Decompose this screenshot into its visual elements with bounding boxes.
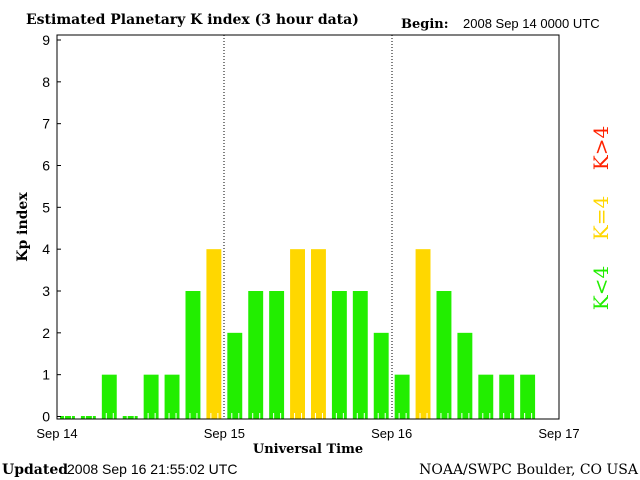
kp-bar (101, 374, 117, 419)
begin-label: Begin: (401, 17, 449, 32)
plot-frame (56, 34, 560, 420)
x-tick-label: Sep 16 (371, 426, 412, 441)
kp-bar (436, 291, 452, 419)
x-axis-label: Universal Time (253, 442, 363, 457)
kp-bar (164, 374, 180, 419)
kp-bar (80, 416, 96, 419)
y-tick-label: 6 (42, 158, 50, 174)
legend-entry: K=4 (589, 196, 613, 240)
kp-bar (373, 332, 389, 419)
kp-bar (227, 332, 243, 419)
x-tick-label: Sep 14 (36, 426, 77, 441)
y-tick-label: 7 (42, 116, 50, 132)
y-axis-label: Kp index (15, 192, 31, 262)
updated-value: 2008 Sep 16 21:55:02 UTC (67, 461, 237, 477)
kp-bar (248, 291, 264, 419)
kp-bar (311, 249, 326, 419)
y-tick-label: 0 (42, 409, 50, 425)
kp-bar (394, 374, 410, 419)
chart-title: Estimated Planetary K index (3 hour data… (26, 12, 359, 28)
source-credit: NOAA/SWPC Boulder, CO USA (419, 462, 639, 478)
y-tick-label: 4 (42, 241, 50, 257)
begin-value: 2008 Sep 14 0000 UTC (463, 16, 600, 31)
kp-bar (206, 249, 222, 419)
y-tick-label: 5 (42, 199, 50, 215)
kp-bar (185, 291, 201, 419)
x-tick-label: Sep 17 (538, 426, 579, 441)
y-tick-label: 9 (42, 32, 50, 48)
kp-bar (499, 374, 515, 419)
kp-bar (143, 374, 159, 419)
kp-bar (331, 291, 347, 419)
kp-bar (478, 374, 494, 419)
updated-label: Updated (2, 462, 68, 478)
kp-bar (269, 291, 285, 419)
y-tick-label: 8 (42, 74, 50, 90)
kp-bar (457, 332, 473, 419)
kp-bar (352, 291, 368, 419)
kp-bar (415, 249, 431, 419)
kp-bar (290, 249, 305, 419)
y-tick-label: 2 (42, 325, 50, 341)
kp-bar (122, 416, 138, 419)
kp-bar (60, 416, 75, 419)
x-tick-label: Sep 15 (204, 426, 245, 441)
y-tick-label: 3 (42, 283, 50, 299)
legend-entry: K<4 (589, 266, 613, 310)
legend-entry: K>4 (589, 126, 613, 170)
kp-bar (520, 374, 536, 419)
y-tick-label: 1 (42, 367, 50, 383)
